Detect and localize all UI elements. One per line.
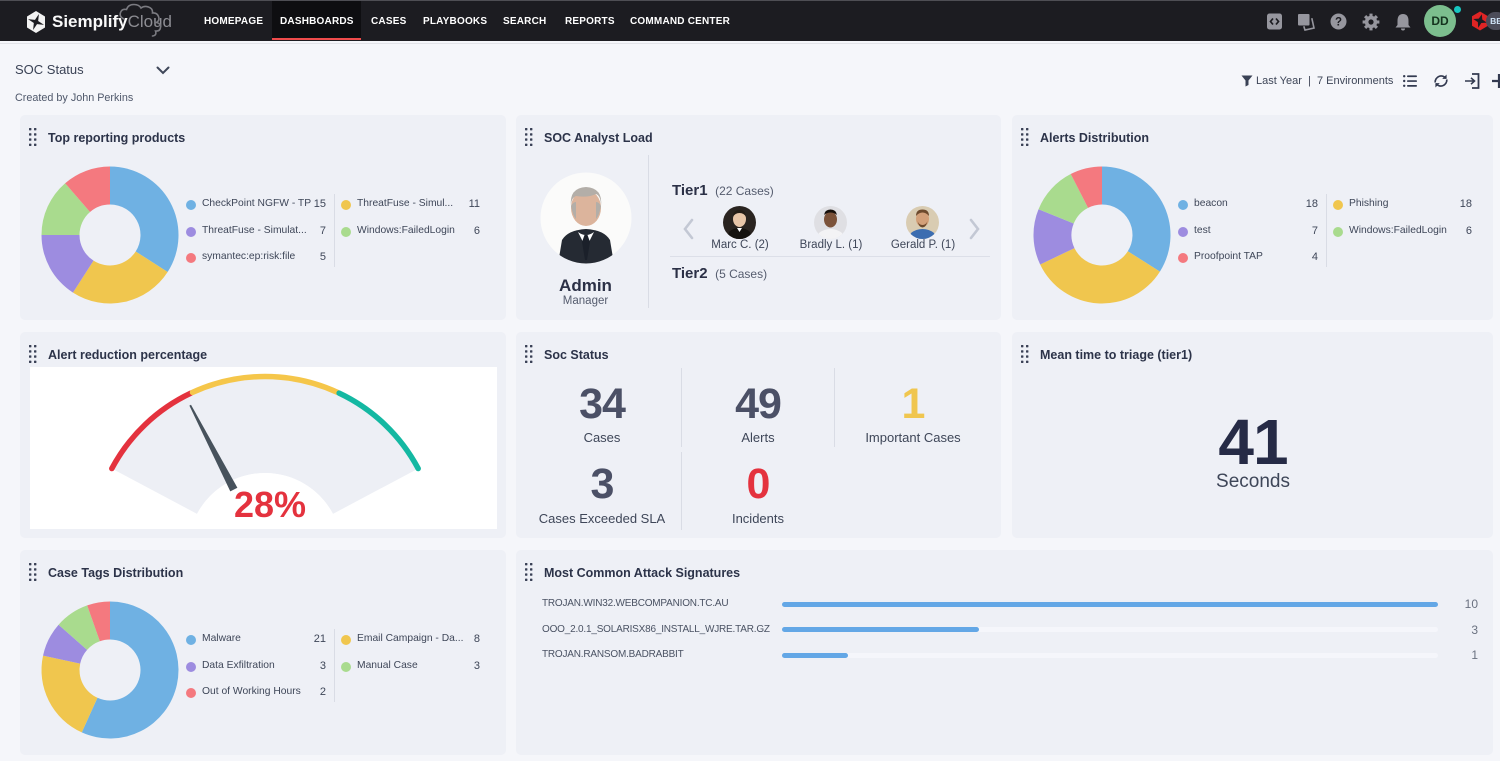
svg-text:?: ? [1335, 17, 1342, 29]
svg-text:28%: 28% [234, 484, 306, 525]
